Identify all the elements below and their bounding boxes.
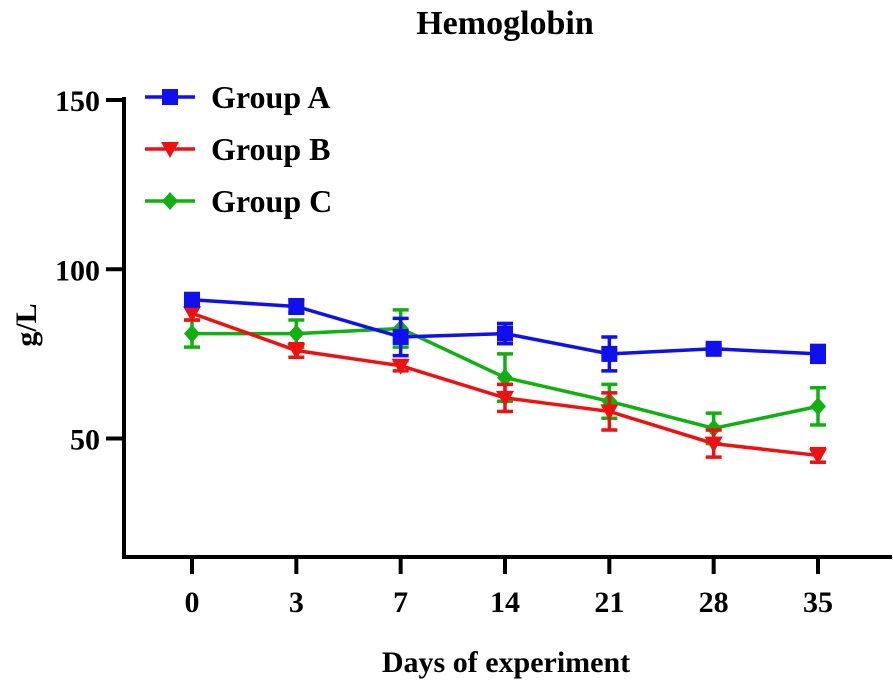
data-point — [288, 298, 305, 315]
data-point — [810, 345, 826, 362]
y-ticks: 50 100 150 — [55, 85, 124, 457]
data-point — [288, 324, 305, 343]
data-point — [184, 291, 200, 308]
data-point — [705, 340, 722, 357]
x-ticks: 0 3 7 14 21 28 35 — [185, 557, 833, 619]
legend-label: Group B — [211, 131, 330, 167]
x-tick-label: 7 — [393, 586, 408, 619]
x-tick-label: 28 — [699, 586, 729, 619]
y-tick-label: 100 — [55, 254, 100, 287]
data-point — [497, 325, 513, 342]
series-group-a — [184, 291, 826, 373]
data-point — [392, 328, 409, 345]
x-tick-label: 3 — [289, 586, 304, 619]
x-tick-label: 21 — [594, 586, 624, 619]
legend-marker — [162, 192, 178, 210]
legend-item: Group B — [145, 131, 330, 167]
x-tick-label: 0 — [185, 586, 200, 619]
legend-marker — [161, 142, 179, 158]
legend-item: Group C — [145, 183, 332, 219]
chart-title: Hemoglobin — [416, 5, 594, 42]
y-tick-label: 50 — [70, 424, 100, 457]
data-point — [184, 324, 200, 343]
legend-item: Group A — [145, 79, 330, 115]
data-point — [497, 368, 513, 387]
series-group-b — [183, 304, 827, 465]
data-point — [287, 343, 306, 360]
y-axis-label: g/L — [10, 303, 43, 346]
x-tick-label: 35 — [803, 586, 833, 619]
legend-label: Group C — [211, 183, 332, 219]
data-point — [391, 358, 410, 375]
data-point — [600, 404, 619, 421]
data-point — [601, 345, 618, 362]
x-axis-label: Days of experiment — [382, 646, 630, 679]
data-point — [809, 448, 827, 465]
x-tick-label: 14 — [490, 586, 520, 619]
legend: Group A Group B Group C — [145, 79, 332, 219]
series-layer — [183, 291, 827, 465]
data-point — [496, 390, 514, 407]
data-point — [704, 436, 723, 453]
legend-marker — [162, 89, 178, 105]
y-tick-label: 150 — [55, 85, 100, 118]
data-point — [183, 306, 201, 323]
legend-label: Group A — [211, 79, 330, 115]
data-point — [810, 397, 826, 416]
